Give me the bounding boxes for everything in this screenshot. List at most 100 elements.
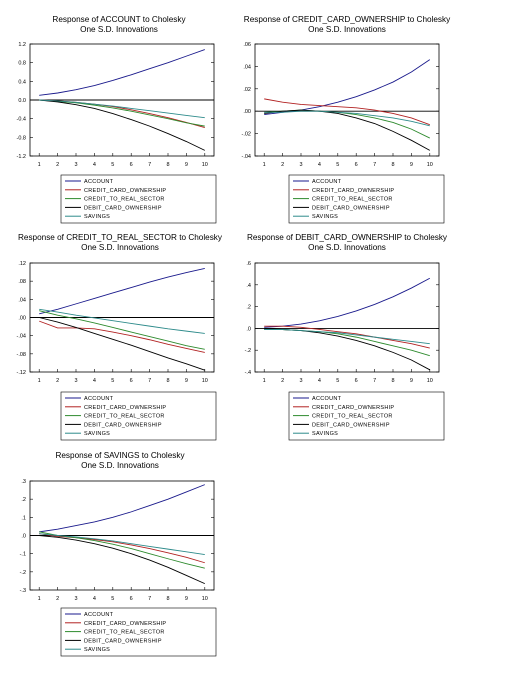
legend-label: ACCOUNT — [312, 396, 342, 402]
x-tick-label: 8 — [166, 378, 169, 384]
chart-panel-3: Response of CREDIT_TO_REAL_SECTOR to Cho… — [17, 233, 223, 441]
y-tick-label: .1 — [21, 515, 26, 521]
x-tick-label: 2 — [56, 162, 59, 168]
chart-subtitle: One S.D. Innovations — [80, 25, 158, 34]
x-tick-label: 10 — [427, 378, 433, 384]
x-tick-label: 2 — [56, 596, 59, 602]
x-tick-label: 3 — [74, 596, 77, 602]
series-line-savings — [39, 308, 205, 334]
legend-label: CREDIT_TO_REAL_SECTOR — [84, 414, 165, 420]
y-tick-label: .00 — [243, 109, 251, 115]
series-line-account — [39, 49, 205, 96]
chart-subtitle: One S.D. Innovations — [81, 243, 159, 252]
x-tick-label: 3 — [299, 378, 302, 384]
chart-panel-2: Response of CREDIT_CARD_OWNERSHIP to Cho… — [242, 15, 451, 224]
x-tick-label: 1 — [263, 162, 266, 168]
series-line-savings — [264, 110, 430, 127]
x-tick-label: 5 — [111, 596, 114, 602]
y-tick-label: -.2 — [20, 570, 26, 576]
legend-label: SAVINGS — [84, 431, 110, 437]
y-tick-label: -.4 — [245, 370, 251, 376]
legend-label: CREDIT_TO_REAL_SECTOR — [312, 197, 393, 203]
y-tick-label: -.08 — [17, 352, 26, 358]
legend-label: CREDIT_CARD_OWNERSHIP — [84, 621, 166, 627]
chart-subtitle: One S.D. Innovations — [81, 461, 159, 470]
y-tick-label: 0.4 — [18, 79, 26, 85]
x-tick-label: 2 — [56, 378, 59, 384]
x-tick-label: 9 — [410, 162, 413, 168]
x-tick-label: 10 — [202, 596, 208, 602]
series-line-credit-card-ownership — [264, 325, 430, 349]
y-tick-label: .04 — [243, 64, 251, 70]
x-tick-label: 10 — [427, 162, 433, 168]
x-tick-label: 8 — [166, 162, 169, 168]
series-line-credit-to-real-sector — [39, 531, 205, 569]
x-tick-label: 4 — [93, 162, 96, 168]
series-line-account — [264, 277, 431, 328]
y-tick-label: 0.8 — [18, 61, 26, 67]
chart-subtitle: One S.D. Innovations — [308, 25, 386, 34]
series-line-credit-to-real-sector — [39, 310, 205, 350]
y-tick-label: -.2 — [245, 348, 251, 354]
x-tick-label: 4 — [93, 596, 96, 602]
x-tick-label: 9 — [410, 378, 413, 384]
legend-label: SAVINGS — [312, 431, 338, 437]
legend-box — [60, 391, 217, 441]
series-line-credit-card-ownership — [39, 533, 205, 564]
x-tick-label: 5 — [336, 162, 339, 168]
chart-subtitle: One S.D. Innovations — [308, 243, 386, 252]
x-tick-label: 4 — [318, 162, 321, 168]
x-tick-label: 3 — [74, 378, 77, 384]
y-tick-label: .2 — [246, 305, 251, 311]
y-tick-label: .08 — [18, 279, 26, 285]
legend-label: CREDIT_CARD_OWNERSHIP — [84, 405, 166, 411]
x-tick-label: 9 — [185, 162, 188, 168]
x-tick-label: 6 — [355, 378, 358, 384]
chart-title: Response of SAVINGS to Cholesky — [55, 451, 185, 460]
legend-label: CREDIT_TO_REAL_SECTOR — [312, 414, 393, 420]
x-tick-label: 8 — [391, 378, 394, 384]
x-tick-label: 4 — [318, 378, 321, 384]
y-tick-label: .2 — [21, 497, 26, 503]
y-tick-label: -.04 — [242, 154, 251, 160]
chart-title: Response of ACCOUNT to Cholesky — [52, 15, 186, 24]
legend-label: CREDIT_CARD_OWNERSHIP — [312, 188, 394, 194]
legend-label: DEBIT_CARD_OWNERSHIP — [84, 205, 162, 211]
chart-legend: ACCOUNT CREDIT_CARD_OWNERSHIP CREDIT_TO_RE… — [60, 607, 217, 657]
x-tick-label: 9 — [185, 378, 188, 384]
x-tick-label: 10 — [202, 378, 208, 384]
x-tick-label: 7 — [373, 378, 376, 384]
series-line-account — [39, 484, 205, 533]
legend-label: DEBIT_CARD_OWNERSHIP — [84, 638, 162, 644]
series-line-savings — [39, 99, 205, 119]
legend-label: CREDIT_TO_REAL_SECTOR — [84, 630, 165, 636]
series-line-credit-to-real-sector — [264, 109, 430, 139]
legend-label: CREDIT_CARD_OWNERSHIP — [84, 188, 166, 194]
x-tick-label: 3 — [74, 162, 77, 168]
x-tick-label: 5 — [111, 162, 114, 168]
y-tick-label: 1.2 — [18, 42, 26, 48]
y-tick-label: .0 — [246, 326, 251, 332]
series-line-debit-card-ownership — [264, 109, 431, 151]
legend-label: CREDIT_CARD_OWNERSHIP — [312, 405, 394, 411]
y-tick-label: -.12 — [17, 370, 26, 376]
series-line-account — [39, 268, 205, 315]
y-tick-label: -0.8 — [17, 135, 26, 141]
legend-label: DEBIT_CARD_OWNERSHIP — [84, 422, 162, 428]
x-tick-label: 2 — [281, 162, 284, 168]
legend-label: CREDIT_TO_REAL_SECTOR — [84, 197, 165, 203]
series-line-savings — [264, 329, 430, 345]
chart-title: Response of CREDIT_TO_REAL_SECTOR to Cho… — [18, 233, 223, 242]
x-tick-label: 8 — [166, 596, 169, 602]
x-tick-label: 10 — [202, 162, 208, 168]
y-tick-label: .00 — [18, 316, 26, 322]
x-tick-label: 6 — [130, 596, 133, 602]
x-tick-label: 4 — [93, 378, 96, 384]
legend-label: DEBIT_CARD_OWNERSHIP — [312, 205, 390, 211]
legend-label: ACCOUNT — [84, 612, 114, 618]
legend-box — [288, 391, 445, 441]
y-tick-label: -1.2 — [17, 154, 26, 160]
x-tick-label: 7 — [148, 162, 151, 168]
series-line-account — [264, 59, 431, 116]
